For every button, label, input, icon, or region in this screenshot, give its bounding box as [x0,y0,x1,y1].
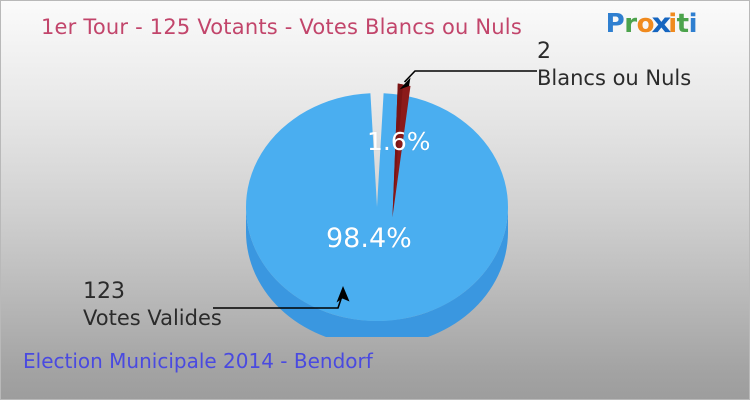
proxiti-logo[interactable]: Proxiti [605,8,698,40]
callout-blancs-count: 2 [537,39,551,64]
logo-letter-t: t [676,9,689,39]
callout-valides-label: Votes Valides [83,306,222,330]
page-title: 1er Tour - 125 Votants - Votes Blancs ou… [41,15,522,39]
callout-blancs-ou-nuls: 2 Blancs ou Nuls [537,39,691,91]
logo-letter-i-first: i [668,9,677,39]
callout-leader-valides [213,286,350,309]
pie-slice-blancs-top[interactable] [392,83,411,218]
chart-subtitle: Election Municipale 2014 - Bendorf [23,349,373,373]
logo-letter-x: x [651,8,671,40]
callout-blancs-label: Blancs ou Nuls [537,66,692,90]
logo-letter-i-second: i [688,9,698,39]
logo-letter-p: P [605,9,625,39]
callout-leader-blancs [399,70,537,90]
logo-letter-o: o [636,9,655,39]
logo-letter-r: r [624,9,637,39]
callout-valides-count: 123 [83,279,125,304]
slice-percent-valides: 98.4% [326,223,412,254]
pie-slice-valides-top[interactable] [246,93,509,322]
callout-votes-valides: 123 Votes Valides [83,279,222,331]
slice-percent-blancs: 1.6% [367,127,431,156]
